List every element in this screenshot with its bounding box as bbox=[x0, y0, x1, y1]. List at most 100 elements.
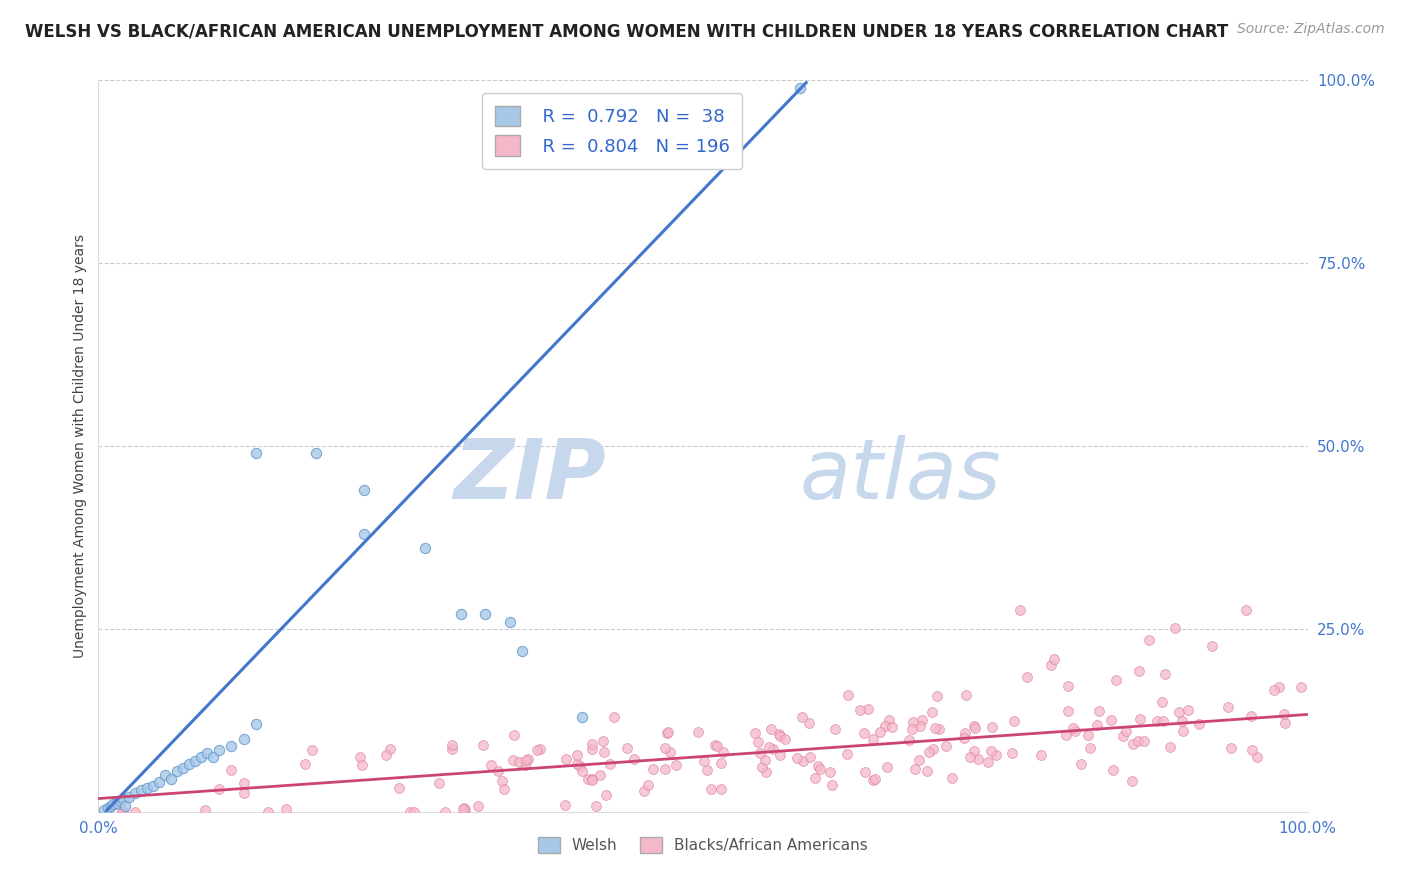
Point bbox=[194, 803, 217, 817]
Point bbox=[508, 755, 530, 769]
Point bbox=[818, 764, 841, 779]
Point bbox=[792, 755, 814, 769]
Point bbox=[1062, 721, 1084, 735]
Point bbox=[256, 805, 278, 819]
Point bbox=[388, 780, 411, 795]
Point bbox=[1128, 664, 1150, 678]
Point bbox=[761, 742, 783, 756]
Point bbox=[637, 778, 659, 792]
Point bbox=[925, 690, 948, 704]
Point bbox=[754, 753, 776, 767]
Point bbox=[928, 722, 950, 736]
Point bbox=[915, 764, 938, 778]
Point bbox=[510, 644, 533, 658]
Point bbox=[751, 760, 773, 774]
Point bbox=[1150, 695, 1173, 709]
Point bbox=[706, 739, 728, 754]
Point bbox=[129, 782, 152, 797]
Point bbox=[399, 805, 422, 819]
Point bbox=[453, 800, 475, 814]
Point bbox=[655, 726, 678, 740]
Point bbox=[1105, 673, 1128, 688]
Point bbox=[153, 768, 176, 782]
Point bbox=[232, 731, 254, 746]
Point bbox=[581, 772, 603, 787]
Point bbox=[953, 726, 976, 740]
Point bbox=[232, 786, 254, 800]
Point bbox=[880, 720, 903, 734]
Point bbox=[643, 762, 665, 776]
Point bbox=[503, 728, 526, 742]
Point bbox=[1057, 680, 1080, 694]
Point bbox=[658, 745, 681, 759]
Point bbox=[786, 751, 808, 765]
Point bbox=[352, 758, 374, 772]
Point bbox=[1240, 709, 1263, 723]
Point bbox=[585, 799, 607, 814]
Point bbox=[581, 742, 603, 756]
Point bbox=[554, 797, 576, 812]
Point bbox=[775, 731, 797, 746]
Point bbox=[1216, 700, 1239, 714]
Point bbox=[172, 761, 194, 775]
Point bbox=[1272, 707, 1295, 722]
Text: ZIP: ZIP bbox=[454, 434, 606, 516]
Point bbox=[755, 764, 778, 779]
Point bbox=[111, 803, 134, 817]
Point bbox=[981, 721, 1004, 735]
Point bbox=[479, 758, 502, 772]
Point bbox=[710, 781, 733, 796]
Point bbox=[748, 746, 770, 760]
Point bbox=[589, 768, 612, 782]
Point bbox=[935, 739, 957, 754]
Point bbox=[567, 757, 589, 772]
Point bbox=[710, 756, 733, 770]
Point bbox=[633, 784, 655, 798]
Point bbox=[908, 753, 931, 767]
Point bbox=[904, 763, 927, 777]
Point bbox=[703, 738, 725, 752]
Point bbox=[1187, 716, 1209, 731]
Point bbox=[440, 738, 463, 752]
Point bbox=[1002, 714, 1025, 728]
Point bbox=[433, 805, 456, 819]
Point bbox=[941, 771, 963, 785]
Point bbox=[807, 759, 830, 773]
Point bbox=[897, 732, 920, 747]
Point bbox=[1129, 712, 1152, 726]
Point bbox=[454, 803, 477, 817]
Point bbox=[1126, 734, 1149, 748]
Point bbox=[208, 742, 231, 756]
Point bbox=[908, 719, 931, 733]
Point bbox=[97, 801, 120, 815]
Point bbox=[1121, 774, 1143, 789]
Point bbox=[245, 717, 267, 731]
Point bbox=[1177, 703, 1199, 717]
Point bbox=[980, 744, 1002, 758]
Point bbox=[1064, 723, 1087, 738]
Point bbox=[1115, 723, 1137, 738]
Legend: Welsh, Blacks/African Americans: Welsh, Blacks/African Americans bbox=[531, 830, 875, 859]
Point bbox=[1289, 680, 1312, 694]
Point bbox=[901, 715, 924, 730]
Point bbox=[853, 764, 876, 779]
Point bbox=[111, 791, 134, 805]
Point bbox=[768, 726, 790, 740]
Point bbox=[654, 763, 676, 777]
Point bbox=[1241, 743, 1264, 757]
Point bbox=[221, 739, 243, 753]
Point bbox=[804, 771, 827, 785]
Point bbox=[1078, 740, 1101, 755]
Point bbox=[498, 615, 520, 629]
Point bbox=[353, 483, 375, 497]
Point bbox=[696, 763, 718, 777]
Point bbox=[1173, 724, 1195, 739]
Point bbox=[166, 764, 188, 779]
Point bbox=[769, 747, 792, 762]
Point bbox=[966, 752, 988, 766]
Point bbox=[1029, 748, 1052, 763]
Point bbox=[1015, 670, 1038, 684]
Point bbox=[184, 754, 207, 768]
Point bbox=[863, 772, 886, 786]
Point bbox=[700, 781, 723, 796]
